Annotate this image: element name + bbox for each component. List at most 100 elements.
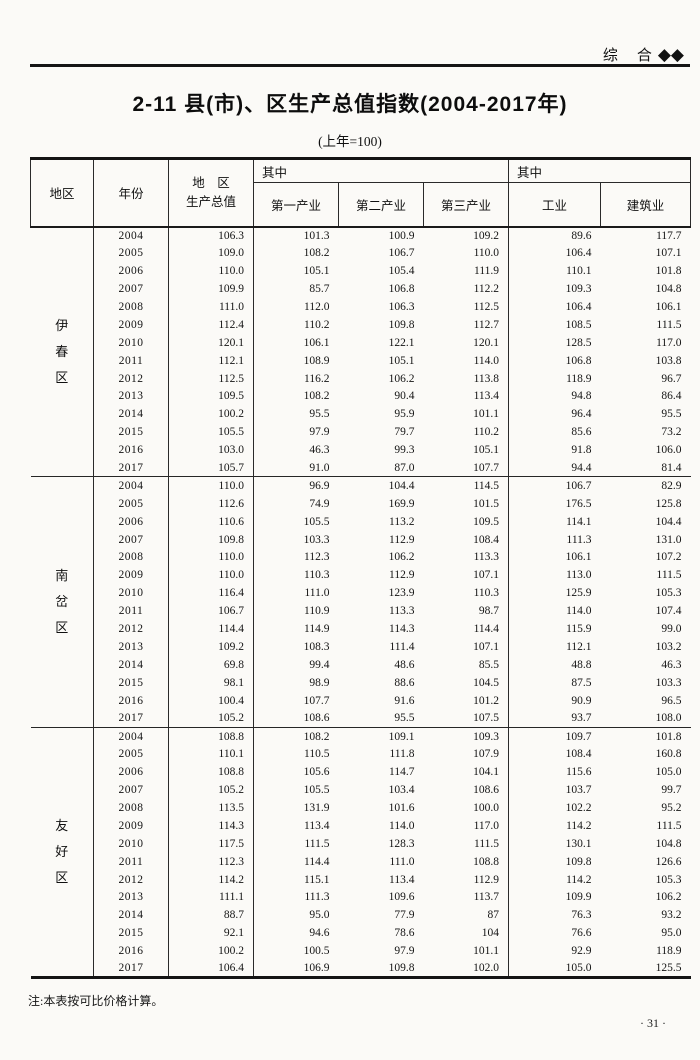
value-cell: 112.3 xyxy=(304,551,330,564)
value-cell: 106.7 xyxy=(168,602,254,621)
table-row: 2017 106.4 106.9 109.8 102.0 105.0 125.5 xyxy=(31,960,691,978)
year-cell: 2010 xyxy=(93,584,169,603)
table-row: 2015 105.5 97.9 79.7 110.2 85.6 73.2 xyxy=(31,423,691,442)
value-cell: 86.4 xyxy=(661,390,682,403)
value-cell: 113.4 xyxy=(389,873,415,886)
year-cell: 2013 xyxy=(93,888,169,907)
year-cell: 2014 xyxy=(93,655,169,674)
value-cell: 114.2 xyxy=(168,870,254,889)
value-cell: 104.8 xyxy=(655,837,682,850)
value-cell: 108.9 xyxy=(303,354,330,367)
value-cell: 95.5 xyxy=(661,408,682,421)
year-cell: 2013 xyxy=(93,637,169,656)
value-cell: 105.2 xyxy=(168,781,254,799)
value-cell: 105.2 xyxy=(168,709,254,728)
value-cell: 85.5 xyxy=(423,655,510,674)
value-cell: 131.9 xyxy=(303,801,330,814)
value-cell: 105.4 xyxy=(388,265,415,278)
value-cell: 93.2 xyxy=(661,909,682,922)
value-cell: 110.0 xyxy=(168,548,254,567)
value-cell: 106.2 xyxy=(655,891,682,904)
value-cell: 105.7 xyxy=(168,459,254,477)
year-cell: 2007 xyxy=(93,280,169,299)
value-cell: 98.7 xyxy=(423,602,510,621)
header-secondary-industry: 第二产业 xyxy=(338,182,424,227)
value-cell: 112.3 xyxy=(168,852,254,871)
value-cell: 112.6 xyxy=(168,494,254,513)
year-cell: 2008 xyxy=(93,799,169,817)
value-cell: 109.0 xyxy=(168,244,254,263)
table-row: 2009 114.3 113.4 114.0 117.0 114.2 111.5 xyxy=(31,816,691,835)
value-cell: 106.4 xyxy=(565,247,592,260)
table-row: 2007 109.9 85.7 106.8 112.2 109.3 104.8 xyxy=(31,280,691,299)
header-region: 地区 xyxy=(30,158,94,227)
value-cell: 82.9 xyxy=(661,480,682,493)
table-row: 南岔区 2004 110.0 96.9 104.4 114.5 106.7 82.9 xyxy=(30,476,691,728)
value-cell: 105.0 xyxy=(565,962,592,975)
value-cell: 110.0 xyxy=(423,244,510,263)
value-cell: 115.1 xyxy=(304,873,330,886)
value-cell: 103.0 xyxy=(168,441,254,460)
header-year: 年份 xyxy=(93,158,169,227)
table-row: 2014 100.2 95.5 95.9 101.1 96.4 95.5 xyxy=(31,405,691,424)
value-cell: 126.6 xyxy=(655,855,682,868)
value-cell: 106.3 xyxy=(168,226,254,245)
year-cell: 2009 xyxy=(93,566,169,585)
diamond-icons: ◆◆ xyxy=(657,45,684,64)
value-cell: 116.4 xyxy=(168,584,254,603)
value-cell: 114.5 xyxy=(423,476,510,495)
value-cell: 169.9 xyxy=(388,497,415,510)
value-cell: 109.5 xyxy=(423,512,510,531)
value-cell: 112.9 xyxy=(423,870,510,889)
region-section: 友好区 2004 108.8 108.2 109.1 109.3 109.7 101.8 200… xyxy=(30,727,691,978)
value-cell: 109.1 xyxy=(388,730,415,743)
value-cell: 103.3 xyxy=(303,533,330,546)
value-cell: 99.4 xyxy=(309,658,330,671)
value-cell: 76.3 xyxy=(571,909,592,922)
value-cell: 107.5 xyxy=(423,709,510,728)
value-cell: 92.1 xyxy=(168,924,254,943)
table-row: 2012 114.2 115.1 113.4 112.9 114.2 105.3 xyxy=(31,870,691,889)
year-cell: 2017 xyxy=(93,960,169,978)
value-cell: 101.3 xyxy=(303,229,330,242)
value-cell: 91.0 xyxy=(309,461,330,474)
value-cell: 92.9 xyxy=(571,945,592,958)
value-cell: 111.9 xyxy=(423,262,510,281)
value-cell: 109.9 xyxy=(168,280,254,299)
value-cell: 101.5 xyxy=(423,494,510,513)
value-cell: 120.1 xyxy=(423,333,510,352)
value-cell: 113.7 xyxy=(423,888,510,907)
table-row: 2016 100.4 107.7 91.6 101.2 90.9 96.5 xyxy=(31,691,691,710)
year-cell: 2012 xyxy=(93,620,169,638)
value-cell: 94.8 xyxy=(571,390,592,403)
value-cell: 96.4 xyxy=(571,408,592,421)
header-divider xyxy=(30,64,690,67)
chapter-corner-label: 综 合 ◆◆ xyxy=(603,44,684,65)
value-cell: 114.0 xyxy=(566,605,592,618)
value-cell: 99.7 xyxy=(661,784,682,797)
value-cell: 107.7 xyxy=(303,694,330,707)
value-cell: 111.1 xyxy=(168,888,254,907)
value-cell: 111.5 xyxy=(304,837,330,850)
table-row: 2013 109.5 108.2 90.4 113.4 94.8 86.4 xyxy=(31,387,691,406)
value-cell: 108.8 xyxy=(423,852,510,871)
value-cell: 110.5 xyxy=(304,748,330,761)
chapter-label-text: 综 合 xyxy=(602,48,654,64)
value-cell: 95.2 xyxy=(661,801,682,814)
value-cell: 97.9 xyxy=(394,945,415,958)
value-cell: 103.2 xyxy=(655,640,682,653)
year-cell: 2015 xyxy=(93,673,169,692)
value-cell: 110.1 xyxy=(566,265,592,278)
value-cell: 113.3 xyxy=(389,605,415,618)
header-of-which-secondary: 其中 xyxy=(508,158,692,183)
table-row: 伊春区 2004 106.3 101.3 100.9 109.2 89.6 117.7 xyxy=(30,226,691,477)
value-cell: 108.6 xyxy=(423,781,510,799)
value-cell: 113.0 xyxy=(566,569,592,582)
value-cell: 89.6 xyxy=(571,229,592,242)
value-cell: 106.3 xyxy=(388,301,415,313)
value-cell: 106.9 xyxy=(303,962,330,975)
year-cell: 2004 xyxy=(93,226,169,245)
value-cell: 100.2 xyxy=(168,405,254,424)
value-cell: 98.1 xyxy=(168,673,254,692)
